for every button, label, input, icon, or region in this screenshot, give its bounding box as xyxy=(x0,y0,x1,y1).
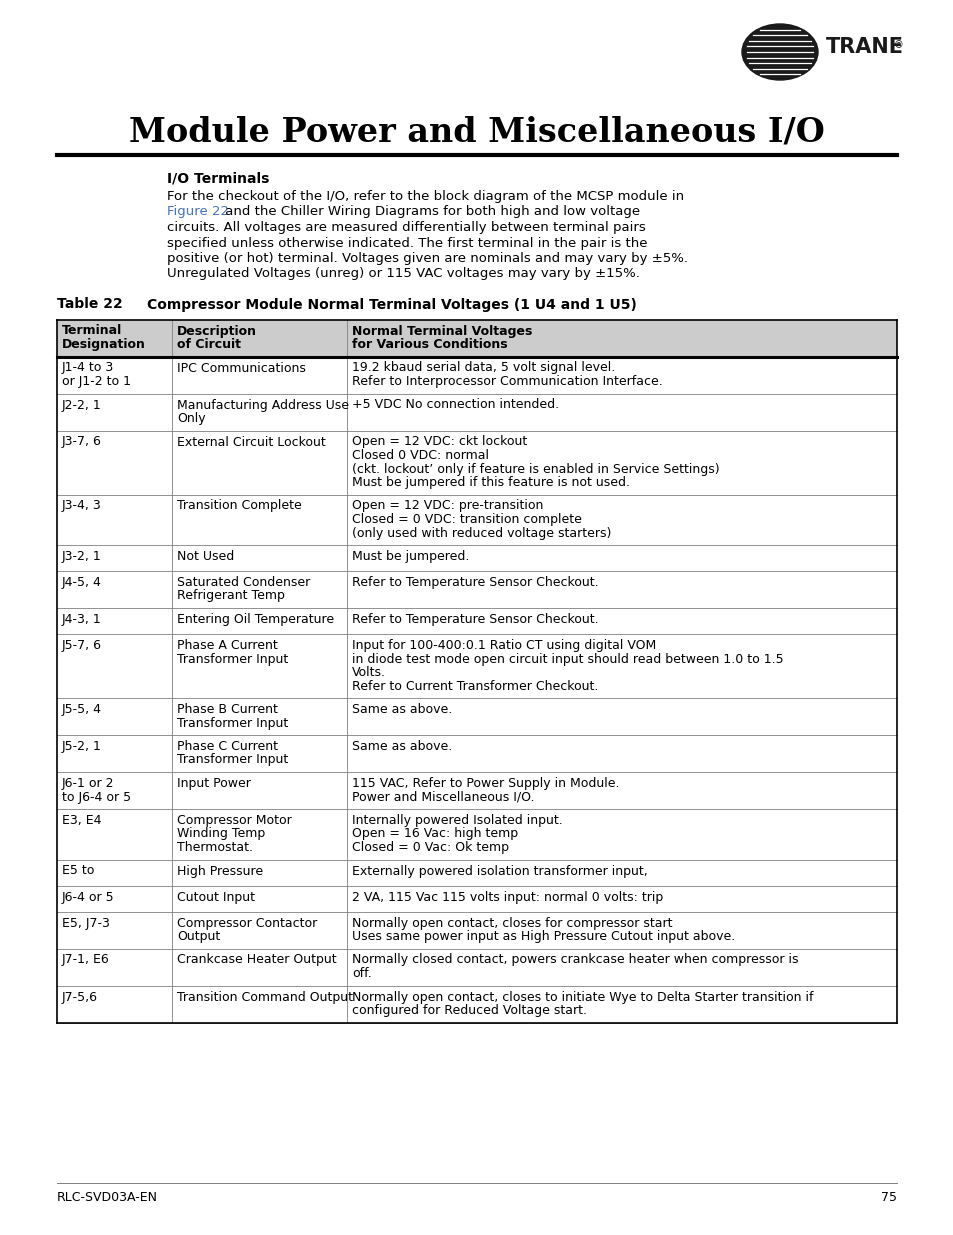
Text: to J6-4 or 5: to J6-4 or 5 xyxy=(62,790,131,804)
Text: Compressor Module Normal Terminal Voltages (1 U4 and 1 U5): Compressor Module Normal Terminal Voltag… xyxy=(147,298,637,311)
Text: Refer to Temperature Sensor Checkout.: Refer to Temperature Sensor Checkout. xyxy=(352,613,598,626)
Bar xyxy=(57,320,896,357)
Text: Normally open contact, closes to initiate Wye to Delta Starter transition if: Normally open contact, closes to initiat… xyxy=(352,990,813,1004)
Text: Closed = 0 Vac: Ok temp: Closed = 0 Vac: Ok temp xyxy=(352,841,509,853)
Text: Open = 16 Vac: high temp: Open = 16 Vac: high temp xyxy=(352,827,517,841)
Text: Figure 22: Figure 22 xyxy=(167,205,229,219)
Text: Closed = 0 VDC: transition complete: Closed = 0 VDC: transition complete xyxy=(352,513,581,526)
Text: E3, E4: E3, E4 xyxy=(62,814,101,827)
Text: (ckt. lockout’ only if feature is enabled in Service Settings): (ckt. lockout’ only if feature is enable… xyxy=(352,462,719,475)
Text: J5-2, 1: J5-2, 1 xyxy=(62,740,102,753)
Text: J7-5,6: J7-5,6 xyxy=(62,990,98,1004)
Text: E5, J7-3: E5, J7-3 xyxy=(62,916,110,930)
Text: Open = 12 VDC: ckt lockout: Open = 12 VDC: ckt lockout xyxy=(352,436,527,448)
Text: RLC-SVD03A-EN: RLC-SVD03A-EN xyxy=(57,1191,158,1204)
Text: +5 VDC No connection intended.: +5 VDC No connection intended. xyxy=(352,399,558,411)
Text: Normally closed contact, powers crankcase heater when compressor is: Normally closed contact, powers crankcas… xyxy=(352,953,798,967)
Text: Output: Output xyxy=(177,930,220,944)
Text: Refrigerant Temp: Refrigerant Temp xyxy=(177,589,285,603)
Text: Manufacturing Address Use: Manufacturing Address Use xyxy=(177,399,349,411)
Text: (only used with reduced voltage starters): (only used with reduced voltage starters… xyxy=(352,526,611,540)
Text: Phase C Current: Phase C Current xyxy=(177,740,277,753)
Text: J1-4 to 3: J1-4 to 3 xyxy=(62,362,114,374)
Text: J6-4 or 5: J6-4 or 5 xyxy=(62,890,114,904)
Text: Input for 100-400:0.1 Ratio CT using digital VOM: Input for 100-400:0.1 Ratio CT using dig… xyxy=(352,638,656,652)
Text: Uses same power input as High Pressure Cutout input above.: Uses same power input as High Pressure C… xyxy=(352,930,735,944)
Text: J4-3, 1: J4-3, 1 xyxy=(62,613,102,626)
Text: For the checkout of the I/O, refer to the block diagram of the MCSP module in: For the checkout of the I/O, refer to th… xyxy=(167,190,683,203)
Text: Winding Temp: Winding Temp xyxy=(177,827,265,841)
Text: positive (or hot) terminal. Voltages given are nominals and may vary by ±5%.: positive (or hot) terminal. Voltages giv… xyxy=(167,252,687,266)
Text: 115 VAC, Refer to Power Supply in Module.: 115 VAC, Refer to Power Supply in Module… xyxy=(352,777,618,790)
Text: J3-2, 1: J3-2, 1 xyxy=(62,550,102,563)
Text: Phase A Current: Phase A Current xyxy=(177,638,277,652)
Text: Same as above.: Same as above. xyxy=(352,740,452,753)
Text: Unregulated Voltages (unreg) or 115 VAC voltages may vary by ±15%.: Unregulated Voltages (unreg) or 115 VAC … xyxy=(167,268,639,280)
Text: Phase B Current: Phase B Current xyxy=(177,703,277,716)
Text: J2-2, 1: J2-2, 1 xyxy=(62,399,102,411)
Text: J5-5, 4: J5-5, 4 xyxy=(62,703,102,716)
Text: Normal Terminal Voltages: Normal Terminal Voltages xyxy=(352,325,532,337)
Text: J7-1, E6: J7-1, E6 xyxy=(62,953,110,967)
Text: Closed 0 VDC: normal: Closed 0 VDC: normal xyxy=(352,450,489,462)
Text: Must be jumpered if this feature is not used.: Must be jumpered if this feature is not … xyxy=(352,475,629,489)
Text: J5-7, 6: J5-7, 6 xyxy=(62,638,102,652)
Text: J3-7, 6: J3-7, 6 xyxy=(62,436,102,448)
Text: High Pressure: High Pressure xyxy=(177,864,263,878)
Text: Transformer Input: Transformer Input xyxy=(177,753,288,767)
Text: Internally powered Isolated input.: Internally powered Isolated input. xyxy=(352,814,562,827)
Text: External Circuit Lockout: External Circuit Lockout xyxy=(177,436,325,448)
Text: ®: ® xyxy=(893,40,902,49)
Text: Same as above.: Same as above. xyxy=(352,703,452,716)
Text: Must be jumpered.: Must be jumpered. xyxy=(352,550,469,563)
Text: Transformer Input: Transformer Input xyxy=(177,652,288,666)
Text: 19.2 kbaud serial data, 5 volt signal level.: 19.2 kbaud serial data, 5 volt signal le… xyxy=(352,362,615,374)
Text: I/O Terminals: I/O Terminals xyxy=(167,172,269,186)
Text: Only: Only xyxy=(177,412,206,425)
Text: Cutout Input: Cutout Input xyxy=(177,890,254,904)
Text: IPC Communications: IPC Communications xyxy=(177,362,306,374)
Text: 75: 75 xyxy=(880,1191,896,1204)
Text: Input Power: Input Power xyxy=(177,777,251,790)
Text: Compressor Motor: Compressor Motor xyxy=(177,814,292,827)
Text: Not Used: Not Used xyxy=(177,550,234,563)
Text: Power and Miscellaneous I/O.: Power and Miscellaneous I/O. xyxy=(352,790,534,804)
Text: Compressor Contactor: Compressor Contactor xyxy=(177,916,317,930)
Text: Refer to Temperature Sensor Checkout.: Refer to Temperature Sensor Checkout. xyxy=(352,576,598,589)
Text: Externally powered isolation transformer input,: Externally powered isolation transformer… xyxy=(352,864,647,878)
Text: J6-1 or 2: J6-1 or 2 xyxy=(62,777,114,790)
Text: Open = 12 VDC: pre-transition: Open = 12 VDC: pre-transition xyxy=(352,499,543,513)
Text: of Circuit: of Circuit xyxy=(177,338,241,351)
Text: TRANE: TRANE xyxy=(825,37,903,57)
Text: Transition Complete: Transition Complete xyxy=(177,499,301,513)
Text: Saturated Condenser: Saturated Condenser xyxy=(177,576,310,589)
Text: configured for Reduced Voltage start.: configured for Reduced Voltage start. xyxy=(352,1004,586,1016)
Text: or J1-2 to 1: or J1-2 to 1 xyxy=(62,375,131,388)
Text: J3-4, 3: J3-4, 3 xyxy=(62,499,102,513)
Text: specified unless otherwise indicated. The first terminal in the pair is the: specified unless otherwise indicated. Th… xyxy=(167,236,647,249)
Text: Crankcase Heater Output: Crankcase Heater Output xyxy=(177,953,336,967)
Text: for Various Conditions: for Various Conditions xyxy=(352,338,507,351)
Ellipse shape xyxy=(741,23,817,80)
Text: Description: Description xyxy=(177,325,256,337)
Text: Transition Command Output: Transition Command Output xyxy=(177,990,353,1004)
Text: Designation: Designation xyxy=(62,338,146,351)
Text: Transformer Input: Transformer Input xyxy=(177,716,288,730)
Text: Volts.: Volts. xyxy=(352,666,386,679)
Text: in diode test mode open circuit input should read between 1.0 to 1.5: in diode test mode open circuit input sh… xyxy=(352,652,782,666)
Text: Refer to Interprocessor Communication Interface.: Refer to Interprocessor Communication In… xyxy=(352,375,662,388)
Text: E5 to: E5 to xyxy=(62,864,94,878)
Text: Module Power and Miscellaneous I/O: Module Power and Miscellaneous I/O xyxy=(129,115,824,148)
Text: Normally open contact, closes for compressor start: Normally open contact, closes for compre… xyxy=(352,916,672,930)
Text: Entering Oil Temperature: Entering Oil Temperature xyxy=(177,613,334,626)
Text: Refer to Current Transformer Checkout.: Refer to Current Transformer Checkout. xyxy=(352,679,598,693)
Text: and the Chiller Wiring Diagrams for both high and low voltage: and the Chiller Wiring Diagrams for both… xyxy=(221,205,639,219)
Text: J4-5, 4: J4-5, 4 xyxy=(62,576,102,589)
Text: Table 22: Table 22 xyxy=(57,298,123,311)
Text: 2 VA, 115 Vac 115 volts input: normal 0 volts: trip: 2 VA, 115 Vac 115 volts input: normal 0 … xyxy=(352,890,662,904)
Text: off.: off. xyxy=(352,967,372,981)
Text: Thermostat.: Thermostat. xyxy=(177,841,253,853)
Text: circuits. All voltages are measured differentially between terminal pairs: circuits. All voltages are measured diff… xyxy=(167,221,645,233)
Text: Terminal: Terminal xyxy=(62,325,122,337)
